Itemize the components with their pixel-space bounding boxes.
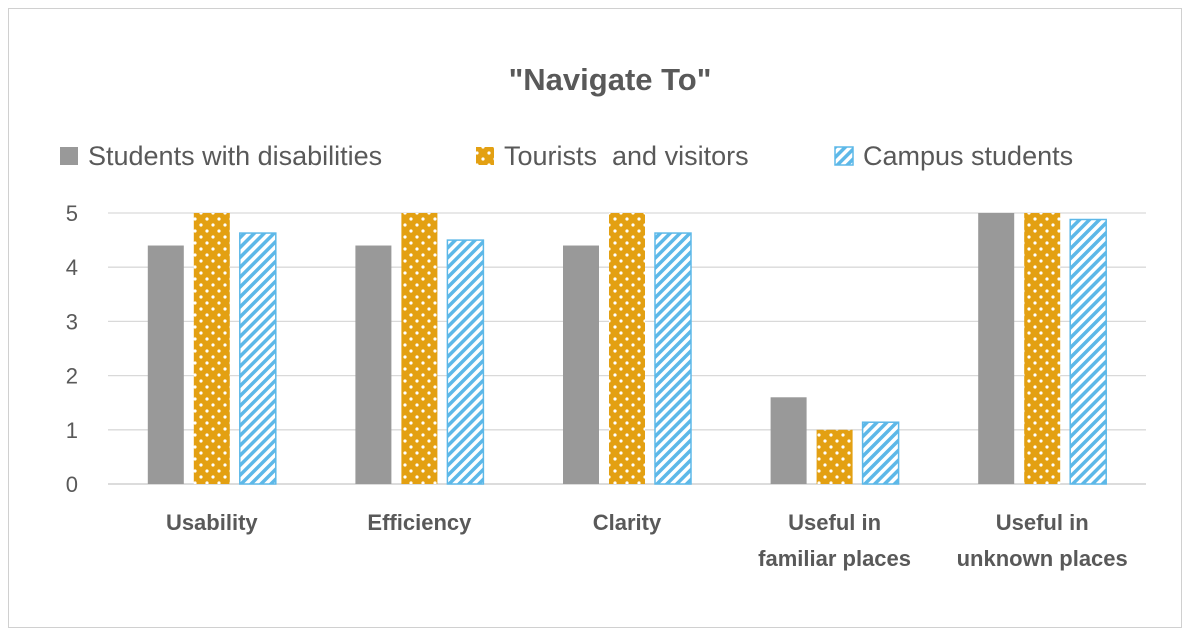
- category-label: Useful in: [996, 510, 1089, 535]
- legend-swatch-diagonal: [834, 146, 854, 166]
- bars: [147, 213, 1107, 485]
- bar-dots-4: [1024, 213, 1061, 484]
- category-label: Clarity: [593, 510, 662, 535]
- bar-solid-1: [355, 245, 392, 484]
- legend-swatch-solid: [60, 147, 78, 165]
- category-label: Efficiency: [367, 510, 472, 535]
- bar-diagonal-0: [239, 232, 277, 485]
- x-axis-labels: Usability Efficiency Clarity Useful in famil…: [166, 510, 1128, 571]
- y-axis-ticks: 0 1 2 3 4 5: [66, 201, 78, 497]
- bar-diagonal-3: [861, 421, 900, 485]
- y-tick-label: 4: [66, 255, 78, 280]
- bar-dots-0: [193, 213, 230, 484]
- bar-diagonal-2: [654, 232, 692, 485]
- category-label: Usability: [166, 510, 258, 535]
- bar-solid-3: [770, 397, 807, 484]
- bar-dots-3: [816, 429, 853, 484]
- bar-dots-2: [609, 213, 645, 484]
- y-tick-label: 0: [66, 472, 78, 497]
- bar-dots-1: [401, 213, 438, 484]
- bar-diagonal-1: [446, 239, 485, 485]
- bar-solid-0: [147, 245, 184, 484]
- bar-diagonal-4: [1069, 218, 1107, 485]
- legend-label: Students with disabilities: [88, 141, 382, 171]
- category-label: Useful in: [788, 510, 881, 535]
- legend-label: Campus students: [863, 141, 1073, 171]
- y-tick-label: 3: [66, 309, 78, 334]
- legend-swatch-dots: [476, 147, 494, 165]
- legend-label: Tourists and visitors: [504, 141, 749, 171]
- y-tick-label: 1: [66, 418, 78, 443]
- chart-title: "Navigate To": [509, 62, 712, 97]
- y-tick-label: 5: [66, 201, 78, 226]
- bar-solid-2: [563, 245, 599, 484]
- legend: Students with disabilities Tourists and v…: [60, 141, 1073, 171]
- y-tick-label: 2: [66, 364, 78, 389]
- category-label: familiar places: [758, 546, 911, 571]
- bar-solid-4: [978, 213, 1015, 484]
- category-label: unknown places: [957, 546, 1128, 571]
